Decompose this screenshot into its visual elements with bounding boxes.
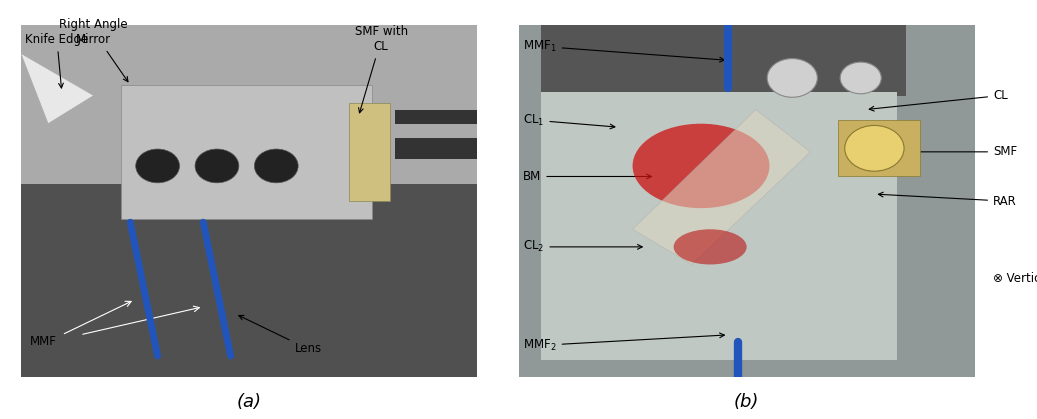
- Text: MMF: MMF: [30, 335, 57, 349]
- Bar: [121, 85, 372, 219]
- Ellipse shape: [633, 124, 769, 208]
- Circle shape: [254, 149, 299, 183]
- Text: (b): (b): [734, 393, 759, 411]
- Bar: [395, 138, 477, 159]
- Bar: [541, 25, 906, 96]
- Polygon shape: [21, 53, 93, 124]
- Text: MMF$_1$: MMF$_1$: [523, 39, 725, 62]
- Text: Knife Edge: Knife Edge: [25, 33, 88, 88]
- Text: SMF: SMF: [897, 145, 1017, 158]
- Text: RAR: RAR: [878, 192, 1017, 208]
- Text: CL: CL: [869, 89, 1008, 111]
- Circle shape: [840, 62, 881, 94]
- Circle shape: [845, 125, 904, 171]
- Text: ⊗ Vertical axis: ⊗ Vertical axis: [993, 272, 1037, 285]
- Text: CL$_2$: CL$_2$: [523, 239, 642, 254]
- Polygon shape: [633, 110, 811, 264]
- Bar: [838, 120, 920, 176]
- Circle shape: [136, 149, 179, 183]
- Bar: [21, 184, 477, 377]
- Ellipse shape: [674, 229, 747, 264]
- Text: (a): (a): [236, 393, 261, 411]
- Text: Right Angle
Mirror: Right Angle Mirror: [59, 18, 128, 82]
- Text: CL$_1$: CL$_1$: [523, 113, 615, 129]
- Bar: [395, 110, 477, 124]
- Circle shape: [195, 149, 239, 183]
- Bar: [541, 92, 897, 360]
- Text: MMF$_2$: MMF$_2$: [523, 333, 725, 353]
- Text: BM: BM: [523, 170, 651, 183]
- Circle shape: [767, 59, 817, 97]
- Text: Lens: Lens: [239, 316, 321, 355]
- Bar: [21, 25, 477, 184]
- Bar: [349, 103, 390, 201]
- Text: SMF with
CL: SMF with CL: [355, 25, 408, 113]
